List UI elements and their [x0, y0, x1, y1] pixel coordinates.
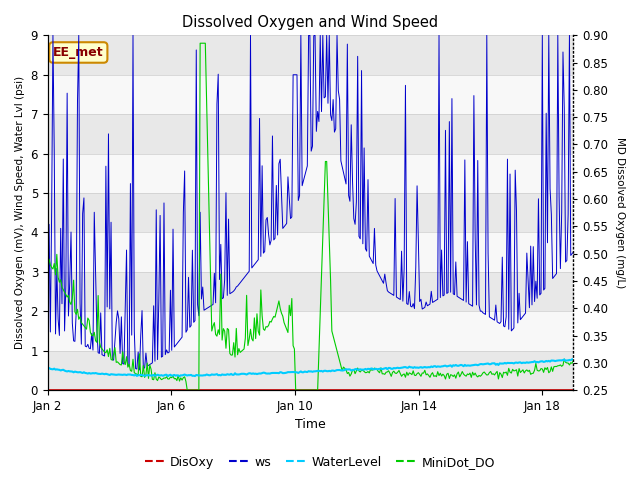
Bar — [48, 232, 573, 272]
Y-axis label: MD Dissolved Oxygen (mg/L): MD Dissolved Oxygen (mg/L) — [615, 137, 625, 288]
Bar — [48, 75, 573, 114]
Bar — [48, 272, 573, 312]
X-axis label: Time: Time — [295, 419, 326, 432]
Bar — [48, 154, 573, 193]
Y-axis label: Dissolved Oxygen (mV), Wind Speed, Water Lvl (psi): Dissolved Oxygen (mV), Wind Speed, Water… — [15, 76, 25, 349]
Bar — [48, 36, 573, 75]
Legend: DisOxy, ws, WaterLevel, MiniDot_DO: DisOxy, ws, WaterLevel, MiniDot_DO — [140, 451, 500, 474]
Bar — [48, 193, 573, 232]
Bar — [48, 351, 573, 390]
Bar — [48, 312, 573, 351]
Text: EE_met: EE_met — [53, 46, 104, 59]
Title: Dissolved Oxygen and Wind Speed: Dissolved Oxygen and Wind Speed — [182, 15, 438, 30]
Bar — [48, 114, 573, 154]
